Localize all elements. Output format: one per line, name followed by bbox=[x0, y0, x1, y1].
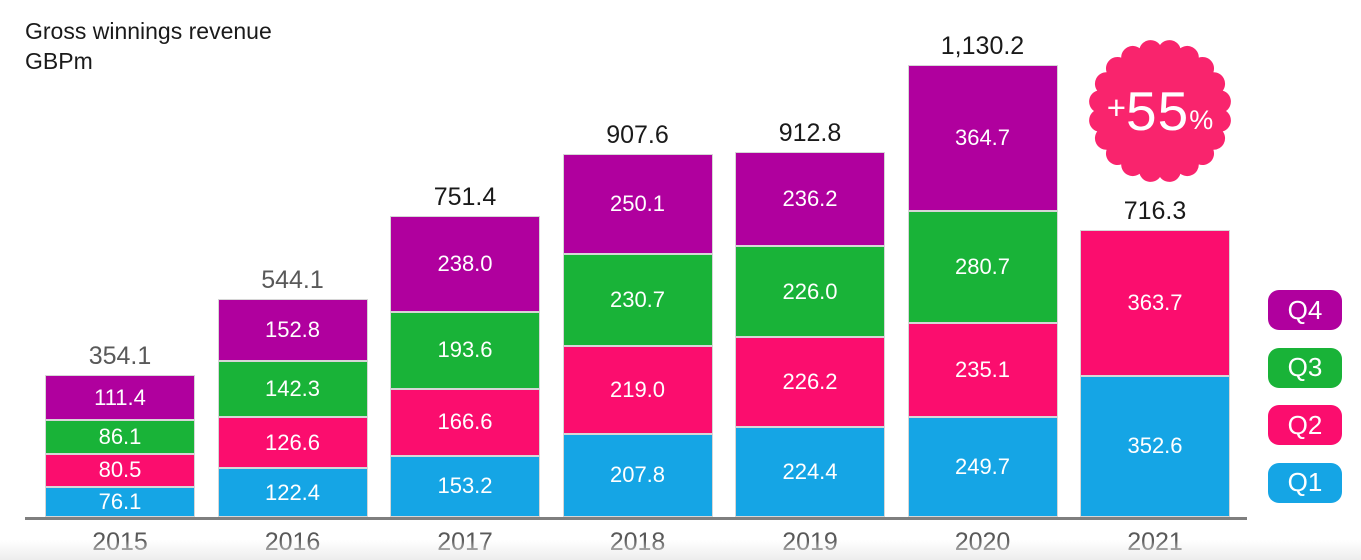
bar-total-label: 912.8 bbox=[778, 118, 842, 147]
segment-q1-2018: 207.8 bbox=[562, 433, 713, 517]
segment-value-label: 224.4 bbox=[782, 459, 838, 485]
chart-unit-label: GBPm bbox=[25, 48, 93, 74]
segment-value-label: 226.2 bbox=[782, 369, 838, 394]
segment-value-label: 152.8 bbox=[264, 316, 321, 342]
bar-total-label: 716.3 bbox=[1123, 197, 1187, 226]
segment-q4-2019: 236.2 bbox=[735, 151, 885, 247]
segment-q1-2015: 76.1 bbox=[45, 486, 195, 517]
segment-q4-2018: 250.1 bbox=[562, 153, 713, 255]
segment-value-label: 250.1 bbox=[609, 191, 666, 216]
bar-total-label: 1,130.2 bbox=[940, 31, 1025, 60]
segment-value-label: 219.0 bbox=[609, 377, 666, 403]
segment-value-label: 280.7 bbox=[954, 253, 1011, 279]
segment-value-label: 207.8 bbox=[609, 462, 666, 488]
segment-q3-2020: 280.7 bbox=[907, 210, 1058, 324]
segment-q2-2017: 166.6 bbox=[390, 389, 540, 456]
segment-q3-2017: 193.6 bbox=[390, 311, 540, 390]
segment-value-label: 86.1 bbox=[98, 424, 142, 450]
segment-q3-2015: 86.1 bbox=[45, 419, 195, 455]
scalloped-circle-icon bbox=[1089, 40, 1231, 182]
segment-q4-2015: 111.4 bbox=[45, 375, 195, 420]
segment-q1-2017: 153.2 bbox=[390, 455, 540, 517]
segment-q1-2020: 249.7 bbox=[907, 417, 1058, 517]
bar-2019: 224.4 226.2 226.0 236.2 912.8 bbox=[735, 119, 885, 517]
legend-item-q3: Q3 bbox=[1268, 347, 1342, 388]
segment-value-label: 230.7 bbox=[609, 287, 666, 313]
segment-value-label: 249.7 bbox=[954, 454, 1011, 480]
bar-total-label: 544.1 bbox=[261, 266, 324, 295]
bar-2015: 76.1 80.5 86.1 111.4 354.1 bbox=[45, 342, 195, 517]
segment-q4-2016: 152.8 bbox=[217, 299, 368, 361]
segment-q4-2020: 364.7 bbox=[907, 64, 1058, 211]
segment-value-label: 363.7 bbox=[1127, 290, 1183, 316]
segment-value-label: 80.5 bbox=[98, 457, 142, 483]
segment-q3-2018: 230.7 bbox=[562, 254, 713, 347]
segment-value-label: 364.7 bbox=[954, 124, 1011, 150]
segment-q2-2021: 363.7 bbox=[1080, 230, 1230, 376]
segment-q2-2016: 126.6 bbox=[217, 417, 368, 469]
bar-2017: 153.2 166.6 193.6 238.0 751.4 bbox=[390, 183, 540, 517]
segment-value-label: 238.0 bbox=[437, 251, 493, 277]
segment-value-label: 126.6 bbox=[264, 429, 321, 455]
page-bottom-shading bbox=[0, 540, 1361, 560]
segment-value-label: 153.2 bbox=[437, 473, 493, 499]
chart-title: Gross winnings revenue GBPm bbox=[25, 16, 272, 76]
bar-total-label: 354.1 bbox=[88, 342, 152, 371]
chart-title-line1: Gross winnings revenue bbox=[25, 18, 272, 44]
segment-q2-2020: 235.1 bbox=[907, 323, 1058, 418]
segment-q1-2021: 352.6 bbox=[1080, 375, 1230, 517]
legend-item-q4: Q4 bbox=[1268, 290, 1342, 330]
legend-item-q2: Q2 bbox=[1268, 405, 1342, 445]
bar-total-label: 751.4 bbox=[433, 183, 497, 212]
segment-q1-2016: 122.4 bbox=[217, 468, 368, 517]
segment-value-label: 193.6 bbox=[437, 337, 493, 363]
legend-item-q1: Q1 bbox=[1268, 462, 1342, 503]
growth-badge-percent: % bbox=[1189, 104, 1214, 135]
bar-2020: 249.7 235.1 280.7 364.7 1,130.2 bbox=[907, 32, 1058, 517]
segment-value-label: 226.0 bbox=[782, 278, 838, 304]
segment-q2-2019: 226.2 bbox=[735, 336, 885, 428]
growth-badge: +55% bbox=[1080, 31, 1240, 191]
bar-2018: 207.8 219.0 230.7 250.1 907.6 bbox=[562, 121, 713, 517]
segment-value-label: 235.1 bbox=[954, 357, 1011, 383]
segment-value-label: 76.1 bbox=[98, 488, 142, 514]
segment-value-label: 352.6 bbox=[1127, 433, 1183, 459]
segment-value-label: 111.4 bbox=[94, 384, 146, 410]
growth-badge-text: +55% bbox=[1080, 31, 1240, 191]
segment-value-label: 166.6 bbox=[437, 409, 493, 435]
segment-q3-2016: 142.3 bbox=[217, 360, 368, 418]
segment-value-label: 122.4 bbox=[264, 479, 321, 505]
segment-q1-2019: 224.4 bbox=[735, 427, 885, 517]
segment-value-label: 142.3 bbox=[264, 375, 321, 401]
segment-q2-2018: 219.0 bbox=[562, 346, 713, 434]
growth-badge-value: 55 bbox=[1126, 80, 1190, 142]
segment-q3-2019: 226.0 bbox=[735, 246, 885, 337]
segment-value-label: 236.2 bbox=[782, 186, 838, 212]
bar-total-label: 907.6 bbox=[606, 120, 669, 149]
segment-q2-2015: 80.5 bbox=[45, 454, 195, 487]
growth-badge-plus: + bbox=[1106, 89, 1127, 126]
segment-q4-2017: 238.0 bbox=[390, 216, 540, 312]
bar-2016: 122.4 126.6 142.3 152.8 544.1 bbox=[217, 266, 368, 517]
bar-2021: 352.6 363.7 716.3 bbox=[1080, 197, 1230, 517]
x-axis-line bbox=[25, 517, 1247, 520]
